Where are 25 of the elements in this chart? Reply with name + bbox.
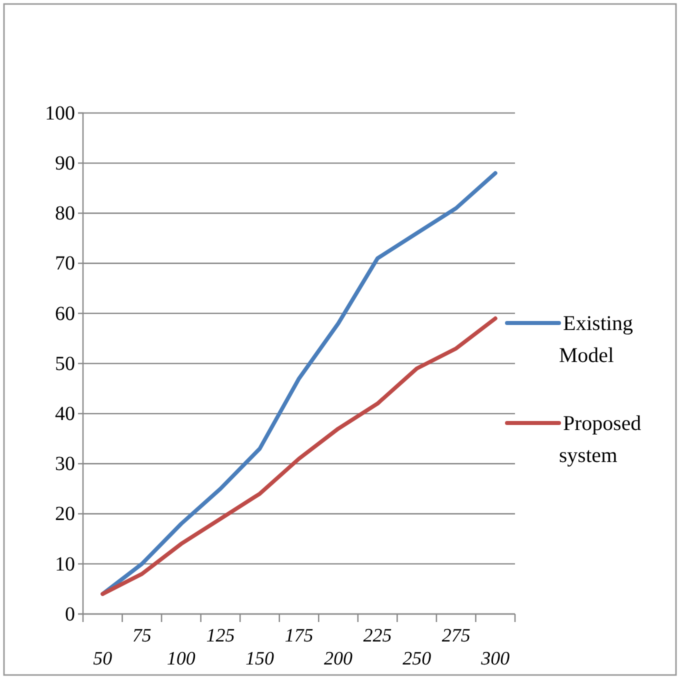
y-tick-label: 30 [55, 453, 75, 476]
y-tick-label: 80 [55, 202, 75, 225]
y-tick-label: 50 [55, 352, 75, 375]
x-tick-label: 275 [442, 626, 470, 647]
y-tick-label: 0 [65, 603, 75, 626]
x-tick-label: 75 [132, 626, 152, 647]
x-tick-label: 50 [93, 648, 113, 670]
legend-label: Existing Model [559, 311, 634, 367]
y-tick-label: 100 [45, 102, 75, 124]
y-tick-label: 60 [55, 302, 75, 325]
x-tick-label: 150 [245, 648, 274, 670]
x-tick-label: 225 [363, 626, 392, 647]
x-tick-label: 125 [206, 626, 235, 647]
x-tick-label: 250 [402, 648, 432, 670]
x-tick-label: 100 [166, 648, 196, 670]
y-tick-label: 90 [55, 152, 75, 174]
y-tick-label: 20 [55, 503, 75, 526]
legend-label: Proposed system [559, 411, 642, 467]
x-tick-label: 300 [480, 648, 510, 670]
x-tick-label: 175 [284, 626, 314, 647]
y-tick-label: 10 [55, 553, 75, 576]
y-tick-label: 40 [55, 403, 75, 425]
y-tick-label: 70 [55, 252, 75, 275]
x-tick-label: 200 [324, 648, 354, 670]
line-series [100, 316, 498, 596]
